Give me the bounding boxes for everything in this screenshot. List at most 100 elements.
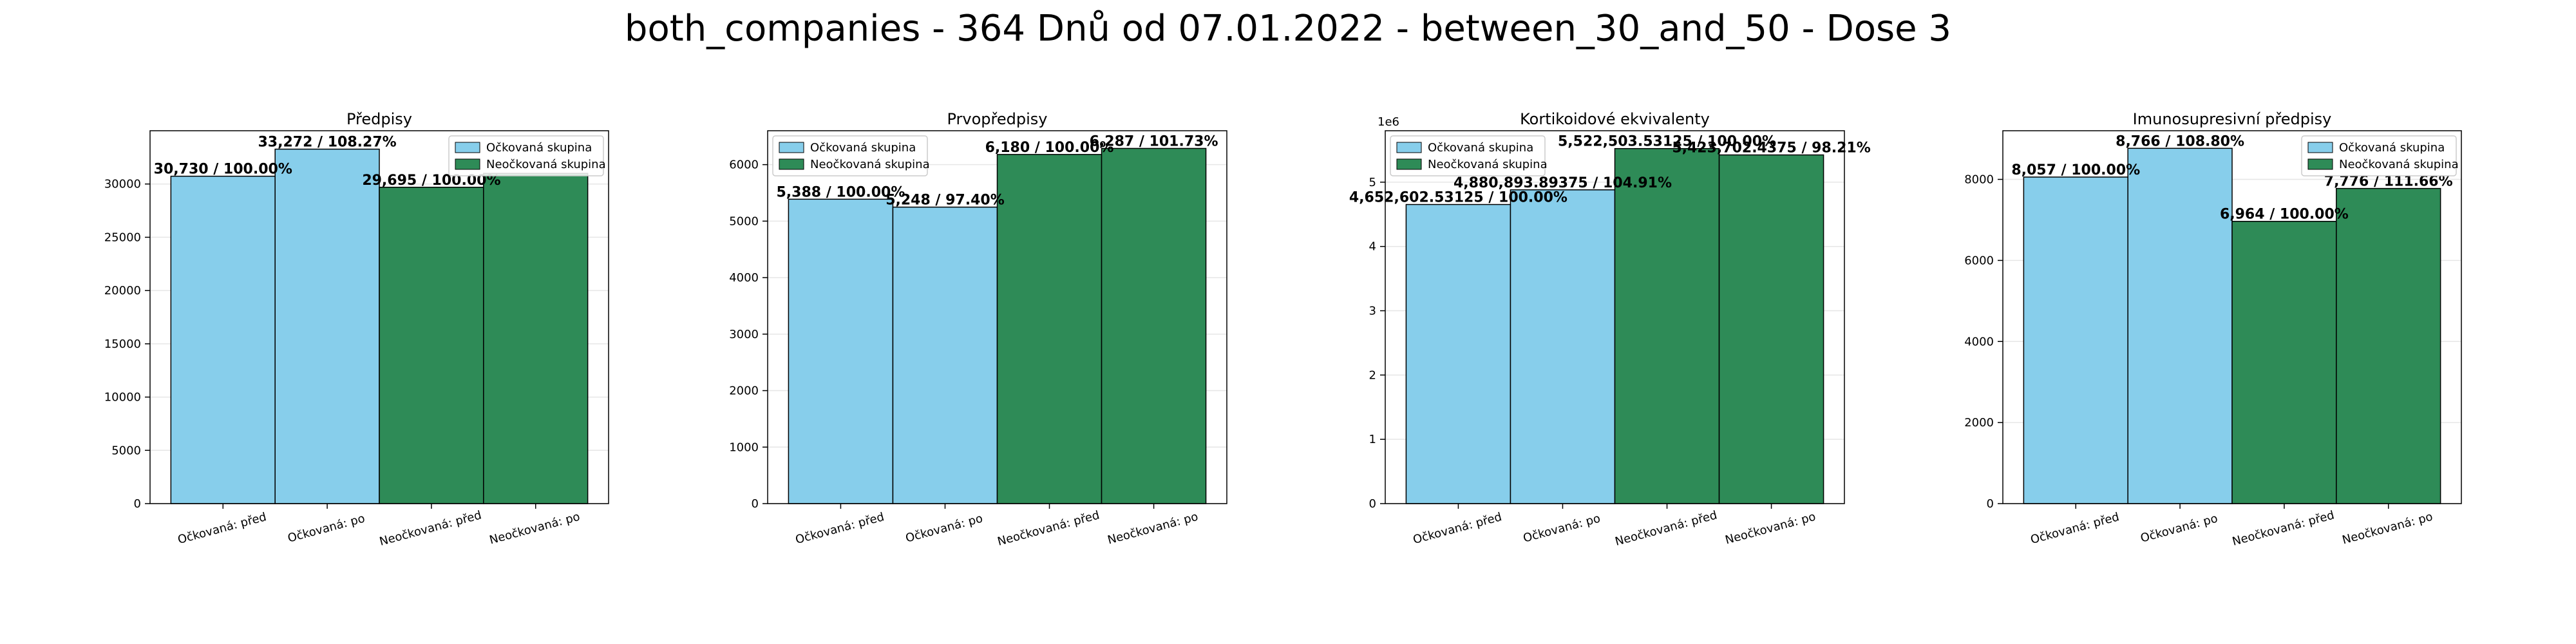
y-tick-label: 2 bbox=[1369, 368, 1376, 382]
bar-value-label: 8,766 / 108.80% bbox=[2116, 133, 2244, 149]
bar-value-label: 30,730 / 100.00% bbox=[154, 162, 292, 178]
x-tick-label: Očkovaná: před bbox=[176, 510, 268, 547]
legend-box bbox=[772, 135, 928, 176]
legend-label: Neočkovaná skupina bbox=[2339, 158, 2459, 171]
bar bbox=[274, 148, 380, 504]
legend-box bbox=[2301, 135, 2457, 176]
legend-swatch bbox=[1396, 142, 1422, 153]
x-tick-label: Očkovaná: po bbox=[2139, 512, 2219, 545]
y-tick-label: 10000 bbox=[104, 391, 141, 404]
bar bbox=[483, 173, 589, 504]
x-tick-label: Neočkovaná: po bbox=[1724, 510, 1817, 547]
x-tick-label: Očkovaná: po bbox=[286, 512, 366, 545]
y-tick-label: 1 bbox=[1369, 433, 1376, 446]
bar-value-label: 7,776 / 111.66% bbox=[2324, 174, 2453, 190]
y-tick-label: 6000 bbox=[729, 158, 759, 172]
bar bbox=[2023, 176, 2128, 504]
y-tick-label: 5 bbox=[1369, 176, 1376, 189]
bar bbox=[2231, 220, 2337, 504]
y-tick-label: 5000 bbox=[111, 444, 141, 457]
panel-title: Předpisy bbox=[346, 110, 412, 128]
bar bbox=[2127, 147, 2233, 504]
y-tick-label: 6000 bbox=[1964, 254, 1994, 267]
x-tick-label: Neočkovaná: před bbox=[1614, 508, 1719, 548]
legend-swatch bbox=[2307, 142, 2333, 153]
bar bbox=[1614, 147, 1720, 504]
legend-swatch bbox=[2307, 158, 2333, 170]
axes-frame bbox=[767, 130, 1227, 504]
legend-box bbox=[448, 135, 604, 176]
bar bbox=[170, 175, 276, 504]
y-tick-label: 3 bbox=[1369, 305, 1376, 318]
panel-title: Imunosupresivní předpisy bbox=[2133, 110, 2332, 128]
legend-box bbox=[1390, 135, 1546, 176]
legend-label: Neočkovaná skupina bbox=[1428, 158, 1548, 171]
x-tick-label: Neočkovaná: před bbox=[996, 508, 1101, 548]
bar-value-label: 8,057 / 100.00% bbox=[2011, 162, 2140, 178]
legend-label: Očkovaná skupina bbox=[486, 141, 592, 155]
bar-value-label: 5,522,503.53125 / 100.00% bbox=[1558, 134, 1776, 150]
bar bbox=[2336, 187, 2441, 504]
bar-value-label: 6,287 / 101.73% bbox=[1090, 133, 1218, 149]
legend-label: Očkovaná skupina bbox=[810, 141, 916, 155]
axes-frame bbox=[149, 130, 609, 504]
bar-value-label: 33,272 / 108.27% bbox=[258, 135, 396, 151]
legend-swatch bbox=[455, 158, 480, 170]
legend-swatch bbox=[779, 158, 804, 170]
y-offset-label: 1e6 bbox=[1378, 115, 1399, 129]
y-tick-label: 3000 bbox=[729, 328, 759, 341]
bar-value-label: 5,248 / 97.40% bbox=[886, 193, 1005, 209]
y-tick-label: 4000 bbox=[1964, 335, 1994, 348]
x-tick-label: Očkovaná: po bbox=[904, 512, 984, 545]
bar-value-label: 4,880,893.89375 / 104.91% bbox=[1454, 175, 1672, 191]
bar bbox=[892, 206, 998, 504]
bar-value-label: 6,964 / 100.00% bbox=[2220, 207, 2349, 223]
legend-label: Očkovaná skupina bbox=[2339, 141, 2445, 155]
bar-value-label: 6,180 / 100.00% bbox=[985, 140, 1114, 156]
legend-swatch bbox=[1396, 158, 1422, 170]
x-tick-label: Očkovaná: před bbox=[2029, 510, 2121, 547]
x-tick-label: Neočkovaná: před bbox=[2231, 508, 2336, 548]
axes-frame bbox=[1385, 130, 1845, 504]
x-tick-label: Neočkovaná: po bbox=[1106, 510, 1200, 547]
bar-value-label: 5,423,702.4375 / 98.21% bbox=[1672, 140, 1870, 156]
y-tick-label: 0 bbox=[752, 497, 759, 511]
y-tick-label: 30000 bbox=[104, 178, 141, 191]
legend-label: Očkovaná skupina bbox=[1428, 141, 1533, 155]
y-tick-label: 5000 bbox=[729, 214, 759, 228]
x-tick-label: Očkovaná: před bbox=[1412, 510, 1503, 547]
bar bbox=[996, 154, 1103, 504]
y-tick-label: 0 bbox=[1369, 497, 1376, 511]
panel-title: Kortikoidové ekvivalenty bbox=[1520, 110, 1710, 128]
bar bbox=[1718, 154, 1824, 504]
bar-value-label: 4,652,602.53125 / 100.00% bbox=[1349, 190, 1567, 206]
legend-swatch bbox=[779, 142, 804, 153]
legend-swatch bbox=[455, 142, 480, 153]
y-tick-label: 20000 bbox=[104, 284, 141, 298]
axes-frame bbox=[2002, 130, 2462, 504]
y-tick-label: 1000 bbox=[729, 440, 759, 454]
bar bbox=[1510, 189, 1616, 504]
y-tick-label: 0 bbox=[134, 497, 141, 511]
bar bbox=[1405, 204, 1511, 504]
y-tick-label: 8000 bbox=[1964, 173, 1994, 187]
y-tick-label: 25000 bbox=[104, 231, 141, 244]
bar bbox=[1101, 147, 1207, 504]
bar bbox=[788, 198, 894, 504]
panel-title: Prvopředpisy bbox=[947, 110, 1048, 128]
legend-label: Neočkovaná skupina bbox=[486, 158, 606, 171]
bar-value-label: 5,388 / 100.00% bbox=[776, 184, 905, 200]
y-tick-label: 4 bbox=[1369, 240, 1376, 254]
x-tick-label: Očkovaná: před bbox=[794, 510, 886, 547]
x-tick-label: Neočkovaná: po bbox=[2341, 510, 2434, 547]
y-tick-label: 15000 bbox=[104, 337, 141, 351]
x-tick-label: Neočkovaná: před bbox=[378, 508, 483, 548]
legend-label: Neočkovaná skupina bbox=[810, 158, 930, 171]
y-tick-label: 2000 bbox=[729, 384, 759, 398]
x-tick-label: Neočkovaná: po bbox=[488, 510, 582, 547]
y-tick-label: 4000 bbox=[729, 271, 759, 285]
y-tick-label: 0 bbox=[1987, 497, 1994, 511]
y-tick-label: 2000 bbox=[1964, 416, 1994, 430]
x-tick-label: Očkovaná: po bbox=[1522, 512, 1602, 545]
